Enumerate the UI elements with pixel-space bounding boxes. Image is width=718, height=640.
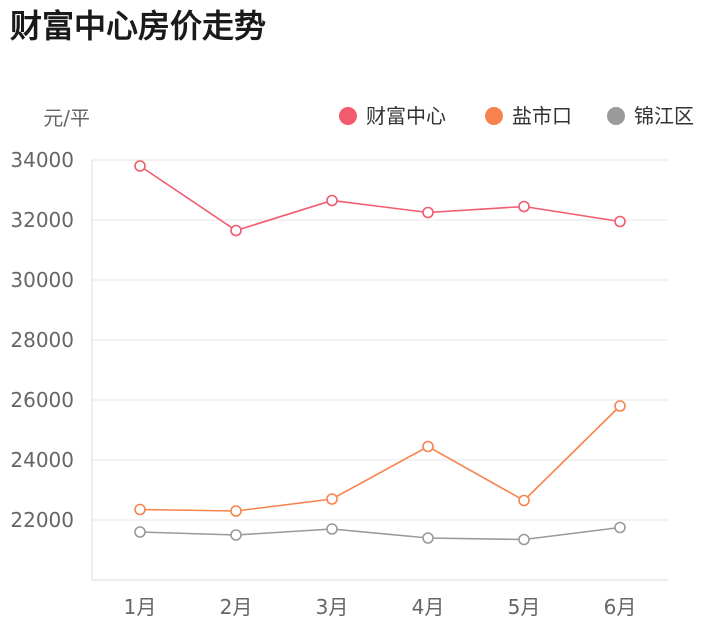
y-tick-label: 26000 — [10, 388, 74, 412]
y-tick-label: 28000 — [10, 328, 74, 352]
legend-item-label[interactable]: 盐市口 — [512, 104, 572, 128]
legend-marker — [485, 107, 503, 125]
data-point[interactable] — [326, 493, 338, 505]
legend: 财富中心 盐市口 锦江区 — [339, 104, 694, 128]
x-tick-label: 5月 — [508, 595, 541, 619]
y-tick-label: 32000 — [10, 208, 74, 232]
data-point[interactable] — [518, 494, 530, 507]
data-point[interactable] — [230, 529, 242, 541]
y-tick-label: 30000 — [10, 268, 74, 292]
series-line — [139, 165, 621, 232]
legend-marker — [339, 107, 357, 125]
x-tick-label: 1月 — [124, 595, 157, 619]
x-tick-label: 6月 — [604, 595, 637, 619]
legend-item-label[interactable]: 财富中心 — [366, 104, 446, 128]
data-point[interactable] — [134, 503, 146, 516]
data-point[interactable] — [134, 526, 146, 538]
data-point[interactable] — [422, 440, 434, 453]
legend-item-label[interactable]: 锦江区 — [634, 104, 694, 128]
data-point[interactable] — [518, 200, 530, 213]
x-tick-label: 2月 — [220, 595, 253, 619]
y-axis-unit: 元/平 — [43, 106, 90, 130]
data-point[interactable] — [422, 206, 434, 219]
data-point[interactable] — [230, 224, 242, 237]
data-point[interactable] — [230, 505, 242, 517]
data-point[interactable] — [614, 400, 626, 412]
data-point[interactable] — [326, 523, 338, 535]
series-lines — [134, 160, 626, 546]
axes: 22000 24000 26000 28000 30000 32000 34000 1月 2月 3… — [10, 148, 668, 619]
x-tick-label: 4月 — [412, 595, 445, 619]
y-tick-label: 34000 — [10, 148, 74, 172]
data-point[interactable] — [518, 533, 530, 546]
x-tick-label: 3月 — [316, 595, 349, 619]
data-point[interactable] — [134, 160, 146, 172]
data-point[interactable] — [422, 532, 434, 544]
legend-marker — [607, 107, 625, 125]
y-tick-label: 22000 — [10, 508, 74, 532]
chart-title: 财富中心房价走势 — [10, 7, 267, 45]
data-point[interactable] — [614, 215, 626, 228]
y-tick-label: 24000 — [10, 448, 74, 472]
series-line — [139, 405, 621, 512]
data-point[interactable] — [326, 194, 338, 207]
grid-lines — [92, 159, 668, 521]
data-point[interactable] — [614, 521, 626, 534]
series-line — [139, 526, 621, 541]
